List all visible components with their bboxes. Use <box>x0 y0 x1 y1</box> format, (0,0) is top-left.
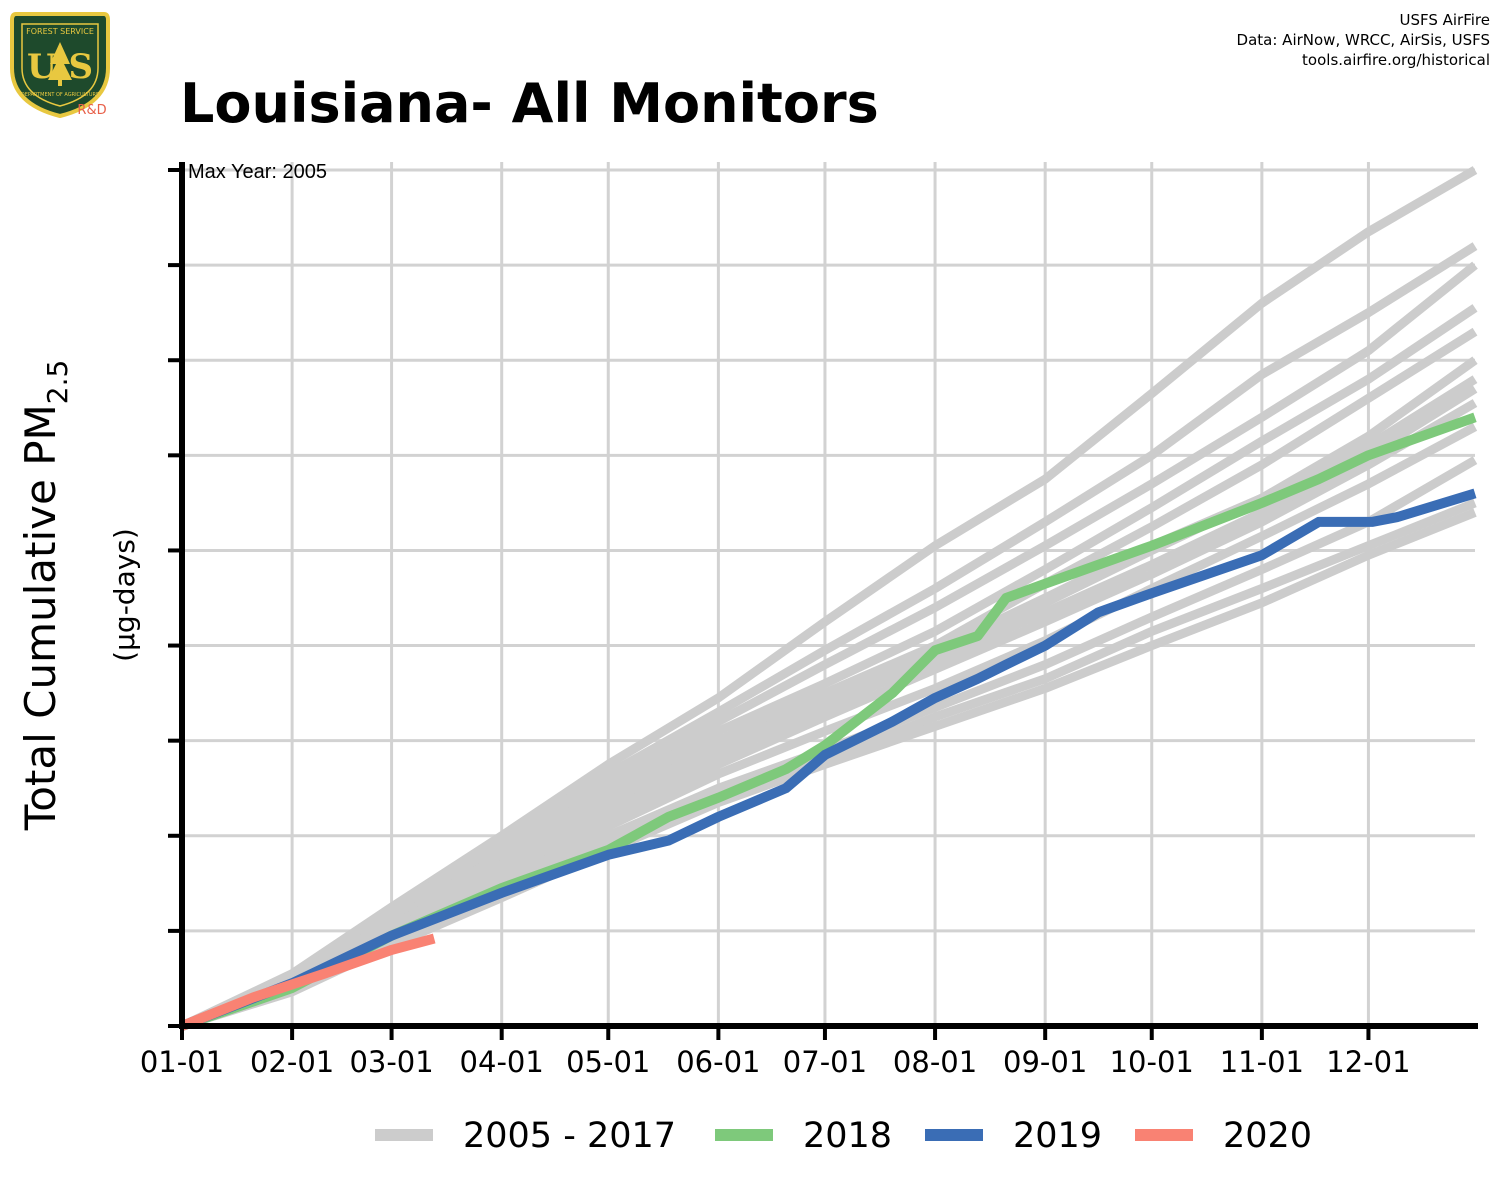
x-tick-label: 06-01 <box>676 1045 760 1079</box>
legend-label: 2005 - 2017 <box>463 1116 676 1156</box>
x-tick-label: 02-01 <box>250 1045 334 1079</box>
logo-tag: R&D <box>77 103 106 118</box>
usfs-logo-icon: FOREST SERVICE U S DEPARTMENT OF AGRICUL… <box>10 12 110 119</box>
logo-bottom-text: DEPARTMENT OF AGRICULTURE <box>21 92 99 98</box>
credit-line: USFS AirFire <box>1399 11 1490 29</box>
y-axis-label-main: Total Cumulative PM <box>16 404 65 831</box>
y-unit-group: (µg-days) <box>108 528 141 662</box>
x-tick-label: 05-01 <box>566 1045 650 1079</box>
legend-label: 2019 <box>1013 1116 1102 1156</box>
credit-line: Data: AirNow, WRCC, AirSis, USFS <box>1236 31 1490 49</box>
x-tick-label: 10-01 <box>1110 1045 1194 1079</box>
x-tick-label: 09-01 <box>1003 1045 1087 1079</box>
tree-icon <box>48 42 72 80</box>
x-tick-label: 04-01 <box>460 1045 544 1079</box>
x-tick-label: 11-01 <box>1220 1045 1304 1079</box>
legend: 2005 - 2017 2018 2019 2020 <box>375 1116 1312 1156</box>
x-tick-label: 07-01 <box>783 1045 867 1079</box>
x-tick-labels: 01-01 02-01 03-01 04-01 05-01 06-01 07-01 08-01… <box>140 1045 1411 1079</box>
series-line-2019-14 <box>180 488 1477 1031</box>
y-axis-label-subscript: 2.5 <box>41 360 74 405</box>
logo-top-text: FOREST SERVICE <box>26 27 94 36</box>
legend-label: 2018 <box>803 1116 892 1156</box>
axes <box>168 162 1478 1040</box>
credits: USFS AirFire Data: AirNow, WRCC, AirSis,… <box>1237 10 1490 70</box>
x-tick-label: 12-01 <box>1326 1045 1410 1079</box>
legend-label: 2020 <box>1223 1116 1312 1156</box>
credit-line: tools.airfire.org/historical <box>1302 51 1490 69</box>
x-tick-label: 08-01 <box>893 1045 977 1079</box>
x-tick-label: 01-01 <box>140 1045 224 1079</box>
x-tick-label: 03-01 <box>349 1045 433 1079</box>
y-axis-label-group: Total Cumulative PM2.5 <box>16 360 74 832</box>
y-axis-label: Total Cumulative PM2.5 <box>16 360 74 832</box>
series-line-2005-2017-1 <box>180 242 1478 1031</box>
series-lines <box>180 166 1478 1031</box>
chart-title: Louisiana- All Monitors <box>180 72 879 135</box>
series-line-2020-15 <box>180 933 436 1031</box>
max-year-annotation: Max Year: 2005 <box>188 161 327 183</box>
y-axis-unit: (µg-days) <box>108 528 141 662</box>
